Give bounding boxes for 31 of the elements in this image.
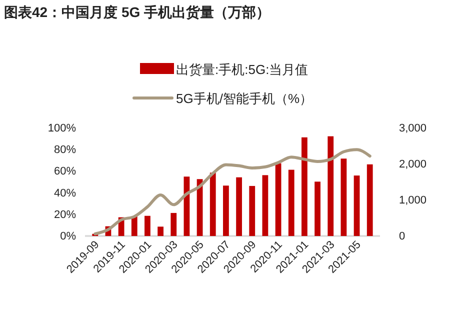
bar (288, 170, 294, 236)
bar (302, 137, 308, 236)
y2-tick-label: 3,000 (399, 122, 427, 135)
bar (366, 164, 373, 236)
bar (275, 163, 282, 236)
bar (340, 158, 347, 236)
y2-tick-label: 2,000 (399, 158, 427, 171)
y-tick-label: 40% (54, 187, 76, 200)
legend-label: 出货量:手机:5G:当月值 (176, 62, 308, 77)
y-tick-label: 100% (48, 122, 76, 135)
bar (131, 216, 138, 236)
y-tick-label: 20% (54, 208, 76, 221)
bar (328, 136, 334, 236)
chart-title: 图表42：中国月度 5G 手机出货量（万部） (4, 4, 270, 20)
bar (262, 175, 268, 236)
line-series (94, 148, 372, 236)
y-tick-label: 0% (60, 230, 76, 243)
legend-label: 5G手机/智能手机（%） (176, 91, 313, 106)
bar (314, 182, 320, 236)
bar (236, 177, 242, 236)
bar (354, 176, 360, 236)
y-tick-label: 80% (54, 144, 76, 156)
y2-tick-label: 1,000 (399, 194, 427, 207)
bar (249, 186, 256, 236)
bar (170, 212, 177, 236)
y-tick-label: 60% (54, 166, 76, 178)
bar (144, 216, 150, 236)
y2-tick-label: 0 (399, 230, 406, 243)
bar (158, 226, 164, 236)
bar (223, 186, 229, 236)
bar (210, 172, 216, 236)
